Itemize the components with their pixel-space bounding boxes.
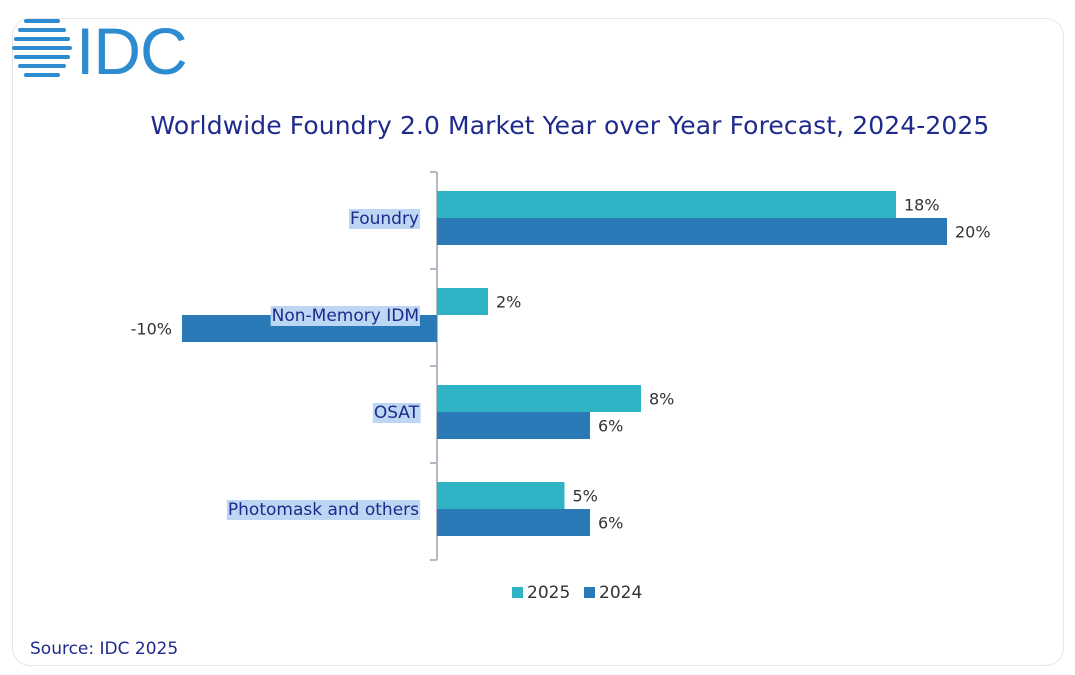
- bar-2025: [437, 482, 565, 509]
- data-label: 8%: [649, 390, 674, 409]
- data-label: 5%: [573, 487, 598, 506]
- chart-title: Worldwide Foundry 2.0 Market Year over Y…: [150, 111, 990, 140]
- data-label: -10%: [131, 320, 172, 339]
- bar-2025: [437, 288, 488, 315]
- category-label: OSAT: [374, 403, 420, 423]
- label-highlight: [226, 500, 421, 520]
- data-label: 20%: [955, 223, 991, 242]
- label-highlight: [372, 403, 421, 423]
- bar-2024: [437, 218, 947, 245]
- category-label: Non-Memory IDM: [272, 306, 419, 326]
- data-label: 18%: [904, 196, 940, 215]
- legend-swatch-2025: [512, 587, 523, 598]
- bar-2025: [437, 191, 896, 218]
- legend-label: 2025: [527, 583, 570, 603]
- data-label: 6%: [598, 417, 623, 436]
- bar-2024: [437, 412, 590, 439]
- idc-logo: IDC: [12, 14, 212, 88]
- data-label: 2%: [496, 293, 521, 312]
- category-label: Photomask and others: [228, 500, 419, 520]
- legend-swatch-2024: [584, 587, 595, 598]
- data-label: 6%: [598, 514, 623, 533]
- legend-label: 2024: [599, 583, 642, 603]
- label-highlight: [270, 306, 420, 326]
- source-note: Source: IDC 2025: [30, 639, 179, 659]
- bar-2024: [437, 509, 590, 536]
- bar-2025: [437, 385, 641, 412]
- label-highlight: [349, 209, 420, 229]
- svg-text:IDC: IDC: [76, 16, 187, 82]
- category-label: Foundry: [350, 209, 419, 229]
